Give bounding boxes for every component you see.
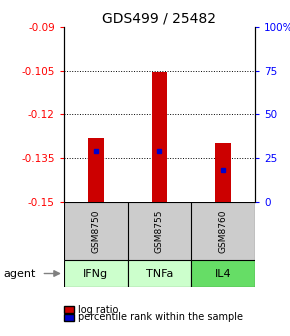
Text: agent: agent — [3, 268, 35, 279]
Bar — [215, 143, 231, 202]
Text: GSM8760: GSM8760 — [219, 209, 228, 253]
Bar — [88, 137, 104, 202]
Text: TNFa: TNFa — [146, 268, 173, 279]
Text: IL4: IL4 — [215, 268, 232, 279]
Text: log ratio: log ratio — [78, 305, 119, 315]
FancyBboxPatch shape — [128, 260, 191, 287]
Title: GDS499 / 25482: GDS499 / 25482 — [102, 12, 217, 26]
Text: percentile rank within the sample: percentile rank within the sample — [78, 312, 243, 322]
FancyBboxPatch shape — [64, 202, 255, 260]
FancyBboxPatch shape — [191, 260, 255, 287]
Text: GSM8755: GSM8755 — [155, 209, 164, 253]
FancyBboxPatch shape — [64, 260, 128, 287]
Text: IFNg: IFNg — [83, 268, 108, 279]
Bar — [151, 72, 167, 202]
Text: GSM8750: GSM8750 — [91, 209, 100, 253]
